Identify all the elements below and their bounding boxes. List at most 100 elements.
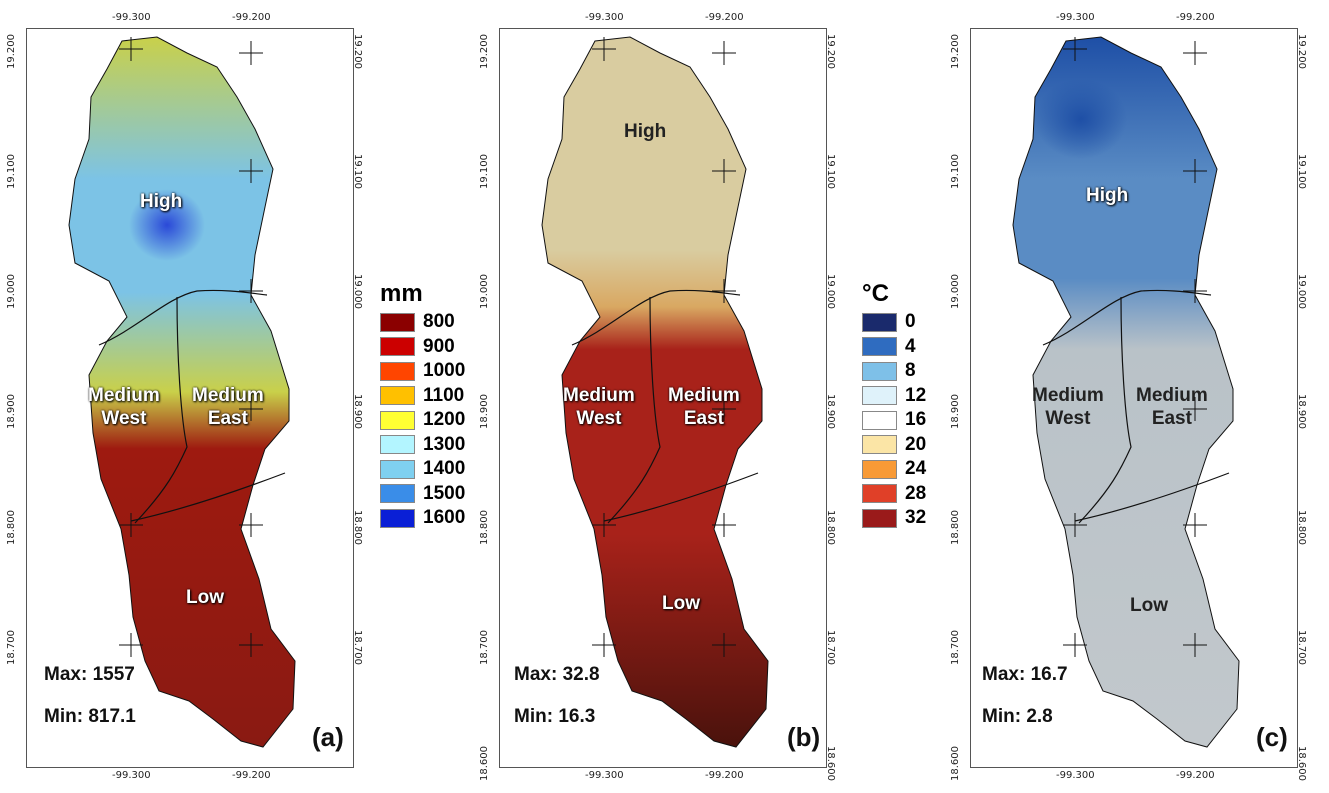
lat-label: 19.000 xyxy=(352,274,363,309)
zone-label-medium-west: Medium West xyxy=(1032,385,1104,429)
precip-legend-item: 900 xyxy=(380,335,465,360)
legend-swatch xyxy=(862,337,897,357)
precip-legend-item: 1000 xyxy=(380,359,465,384)
zone-boundary xyxy=(603,472,759,522)
lon-label: -99.300 xyxy=(1056,770,1095,781)
map-panel-a xyxy=(26,28,354,768)
lat-label: 18.700 xyxy=(6,630,17,665)
lat-label: 18.600 xyxy=(479,746,490,781)
legend-label: 1100 xyxy=(423,384,465,406)
max-value: Max: 32.8 xyxy=(514,664,600,685)
temperature-legend: °C 0 4 8 12 16 20 24 28 32 xyxy=(862,280,926,531)
legend-label: 28 xyxy=(905,482,927,504)
lat-label: 19.000 xyxy=(1296,274,1307,309)
lat-label: 18.800 xyxy=(479,510,490,545)
region-shape xyxy=(68,36,296,748)
zone-boundary xyxy=(134,296,188,524)
lat-label: 19.100 xyxy=(6,154,17,189)
region-map-c xyxy=(1012,36,1240,748)
legend-swatch xyxy=(380,386,415,406)
legend-label: 4 xyxy=(905,335,916,357)
legend-swatch xyxy=(380,508,415,528)
temp-legend-item: 12 xyxy=(862,384,926,409)
max-value: Max: 16.7 xyxy=(982,664,1068,685)
legend-label: 900 xyxy=(423,335,455,357)
panel-label: (a) xyxy=(312,722,344,752)
legend-label: 1600 xyxy=(423,507,466,529)
map-panel-b xyxy=(499,28,827,768)
map-panel-c xyxy=(970,28,1298,768)
lat-label: 19.200 xyxy=(352,34,363,69)
region-map-a xyxy=(68,36,296,748)
zone-label-high: High xyxy=(140,191,183,212)
legend-label: 32 xyxy=(905,507,927,529)
graticule-crosses xyxy=(592,37,736,657)
lat-label: 18.600 xyxy=(1296,746,1307,781)
legend-swatch xyxy=(862,484,897,504)
zone-label-medium-east: Medium East xyxy=(1136,385,1208,429)
min-value: Min: 16.3 xyxy=(514,706,596,727)
precip-legend-item: 1300 xyxy=(380,433,465,458)
lat-label: 18.900 xyxy=(950,394,961,429)
lon-label: -99.300 xyxy=(585,770,624,781)
region-shape xyxy=(541,36,769,748)
lat-label: 19.100 xyxy=(479,154,490,189)
graticule-crosses xyxy=(119,37,263,657)
legend-swatch xyxy=(380,459,415,479)
lon-label: -99.200 xyxy=(232,12,271,23)
temp-legend-item: 28 xyxy=(862,482,926,507)
legend-swatch xyxy=(380,337,415,357)
legend-label: 1000 xyxy=(423,360,466,382)
zone-boundary xyxy=(98,289,268,346)
lat-label: 18.600 xyxy=(950,746,961,781)
lat-label: 18.800 xyxy=(825,510,836,545)
region-map-b xyxy=(541,36,769,748)
min-value: Min: 2.8 xyxy=(982,706,1053,727)
legend-swatch xyxy=(862,361,897,381)
lat-label: 19.200 xyxy=(950,34,961,69)
zone-boundary xyxy=(571,289,741,346)
zone-label-medium-west: Medium West xyxy=(88,385,160,429)
precip-legend-item: 1200 xyxy=(380,408,465,433)
lon-label: -99.300 xyxy=(112,770,151,781)
temp-legend-item: 4 xyxy=(862,335,926,360)
zone-boundary xyxy=(1042,289,1212,346)
lat-label: 18.800 xyxy=(352,510,363,545)
legend-swatch xyxy=(380,361,415,381)
lon-label: -99.300 xyxy=(112,12,151,23)
lat-label: 18.800 xyxy=(950,510,961,545)
lon-label: -99.200 xyxy=(705,770,744,781)
zone-label-high: High xyxy=(1086,185,1129,206)
temp-legend-item: 20 xyxy=(862,433,926,458)
zone-label-high: High xyxy=(624,121,667,142)
zone-label-low: Low xyxy=(186,587,224,608)
legend-label: 8 xyxy=(905,360,916,382)
legend-swatch xyxy=(380,312,415,332)
zone-boundary xyxy=(607,296,661,524)
lon-label: -99.300 xyxy=(585,12,624,23)
lat-label: 18.900 xyxy=(825,394,836,429)
lat-label: 19.000 xyxy=(825,274,836,309)
precip-legend: mm 800 900 1000 1100 1200 1300 1400 1500 1600 xyxy=(380,280,465,531)
legend-label: 20 xyxy=(905,433,927,455)
lat-label: 18.700 xyxy=(352,630,363,665)
lon-label: -99.200 xyxy=(705,12,744,23)
legend-label: 24 xyxy=(905,458,927,480)
legend-label: 1300 xyxy=(423,433,466,455)
lat-label: 18.900 xyxy=(352,394,363,429)
lat-label: 18.700 xyxy=(950,630,961,665)
lat-label: 19.000 xyxy=(479,274,490,309)
legend-swatch xyxy=(380,410,415,430)
legend-swatch xyxy=(862,386,897,406)
lat-label: 18.700 xyxy=(825,630,836,665)
legend-label: 12 xyxy=(905,384,927,406)
legend-swatch xyxy=(380,484,415,504)
precip-legend-item: 1100 xyxy=(380,384,465,409)
precip-legend-item: 1400 xyxy=(380,457,465,482)
lon-label: -99.200 xyxy=(1176,12,1215,23)
zone-label-medium-east: Medium East xyxy=(668,385,740,429)
lat-label: 19.000 xyxy=(6,274,17,309)
legend-swatch xyxy=(862,459,897,479)
temp-legend-item: 8 xyxy=(862,359,926,384)
lat-label: 18.800 xyxy=(6,510,17,545)
